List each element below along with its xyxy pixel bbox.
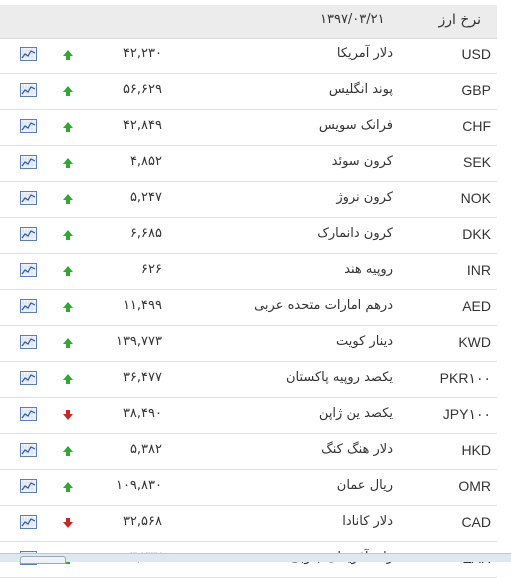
up-arrow-icon	[61, 48, 75, 62]
currency-code: JPY۱۰۰	[442, 406, 491, 422]
rate-value: ۶۲۶	[141, 262, 162, 277]
rate-value: ۱۳۹,۷۷۳	[115, 334, 162, 349]
currency-code: NOK	[460, 190, 491, 206]
currency-name: کرون نروژ	[336, 190, 393, 205]
currency-name: یکصد روپیه پاکستان	[285, 370, 393, 385]
currency-code: USD	[461, 46, 491, 62]
table-header: ۱۳۹۷/۰۳/۲۱ نرخ ارز	[0, 5, 497, 39]
rate-value: ۱۰۹,۸۳۰	[115, 478, 162, 493]
chart-icon[interactable]	[20, 515, 37, 529]
currency-name: یکصد ین ژاپن	[318, 406, 393, 421]
table-row: ۶,۶۸۵ کرون دانمارک DKK	[0, 218, 497, 254]
rates-table: ۴۲,۲۳۰ دلار آمریکا USD ۵۶,۶۲۹ پوند انگلیس GBP…	[0, 38, 497, 578]
chart-icon[interactable]	[20, 479, 37, 493]
currency-code: DKK	[462, 226, 491, 242]
scrollbar-thumb[interactable]	[20, 556, 66, 564]
up-arrow-icon	[61, 264, 75, 278]
currency-code: GBP	[461, 82, 491, 98]
up-arrow-icon	[61, 192, 75, 206]
currency-name: کرون سوئد	[331, 154, 393, 169]
chart-icon[interactable]	[20, 335, 37, 349]
rate-value: ۵,۲۴۷	[129, 190, 162, 205]
currency-code: SEK	[462, 154, 491, 170]
currency-code: AED	[462, 298, 491, 314]
table-row: ۴,۸۵۲ کرون سوئد SEK	[0, 146, 497, 182]
currency-name: کرون دانمارک	[317, 226, 393, 241]
chart-icon[interactable]	[20, 155, 37, 169]
up-arrow-icon	[61, 156, 75, 170]
up-arrow-icon	[61, 300, 75, 314]
up-arrow-icon	[61, 480, 75, 494]
table-row: ۳۶,۴۷۷ یکصد روپیه پاکستان PKR۱۰۰	[0, 362, 497, 398]
chart-icon[interactable]	[20, 299, 37, 313]
currency-code: KWD	[458, 334, 491, 350]
currency-name: درهم امارات متحده عربی	[254, 298, 393, 313]
currency-rates-widget: ۱۳۹۷/۰۳/۲۱ نرخ ارز ۴۲,۲۳۰ دلار آمریکا USD ۵…	[0, 5, 511, 578]
currency-code: CHF	[462, 118, 491, 134]
table-row: ۴۲,۸۴۹ فرانک سویس CHF	[0, 110, 497, 146]
currency-name: دلار آمریکا	[336, 46, 393, 61]
rate-value: ۵۶,۶۲۹	[122, 82, 162, 97]
rate-value: ۳۸,۴۹۰	[122, 406, 162, 421]
currency-name: ریال عمان	[336, 478, 393, 493]
chart-icon[interactable]	[20, 263, 37, 277]
rate-value: ۴,۸۵۲	[129, 154, 162, 169]
currency-code: HKD	[461, 442, 491, 458]
table-row: ۱۳۹,۷۷۳ دینار کویت KWD	[0, 326, 497, 362]
table-row: ۵۶,۶۲۹ پوند انگلیس GBP	[0, 74, 497, 110]
currency-name: دلار هنگ کنگ	[321, 442, 393, 457]
rate-value: ۵,۳۸۲	[129, 442, 162, 457]
currency-code: OMR	[458, 478, 491, 494]
rate-value: ۳۶,۴۷۷	[122, 370, 162, 385]
currency-code: INR	[466, 262, 491, 278]
rate-value: ۴۲,۲۳۰	[122, 46, 162, 61]
currency-code: CAD	[461, 514, 491, 530]
chart-icon[interactable]	[20, 83, 37, 97]
chart-icon[interactable]	[20, 443, 37, 457]
chart-icon[interactable]	[20, 47, 37, 61]
table-row: ۴۲,۲۳۰ دلار آمریکا USD	[0, 38, 497, 74]
up-arrow-icon	[61, 336, 75, 350]
currency-name: دلار کانادا	[342, 514, 393, 529]
rate-value: ۳۲,۵۶۸	[122, 514, 162, 529]
up-arrow-icon	[61, 120, 75, 134]
currency-name: روپیه هند	[344, 262, 393, 277]
up-arrow-icon	[61, 372, 75, 386]
table-row: ۳۲,۵۶۸ دلار کانادا CAD	[0, 506, 497, 542]
table-row: ۱۱,۴۹۹ درهم امارات متحده عربی AED	[0, 290, 497, 326]
up-arrow-icon	[61, 228, 75, 242]
chart-icon[interactable]	[20, 371, 37, 385]
currency-name: فرانک سویس	[318, 118, 393, 133]
rate-value: ۱۱,۴۹۹	[122, 298, 162, 313]
up-arrow-icon	[61, 444, 75, 458]
table-row: ۶۲۶ روپیه هند INR	[0, 254, 497, 290]
rate-value: ۶,۶۸۵	[129, 226, 162, 241]
currency-code: PKR۱۰۰	[439, 370, 491, 386]
header-date: ۱۳۹۷/۰۳/۲۱	[320, 12, 385, 27]
up-arrow-icon	[61, 84, 75, 98]
chart-icon[interactable]	[20, 119, 37, 133]
chart-icon[interactable]	[20, 191, 37, 205]
rate-value: ۴۲,۸۴۹	[122, 118, 162, 133]
table-row: ۵,۲۴۷ کرون نروژ NOK	[0, 182, 497, 218]
chart-icon[interactable]	[20, 227, 37, 241]
currency-name: پوند انگلیس	[328, 82, 393, 97]
table-row: ۱۰۹,۸۳۰ ریال عمان OMR	[0, 470, 497, 506]
header-title: نرخ ارز	[438, 12, 481, 28]
down-arrow-icon	[61, 516, 75, 530]
down-arrow-icon	[61, 408, 75, 422]
chart-icon[interactable]	[20, 407, 37, 421]
currency-name: دینار کویت	[336, 334, 393, 349]
table-row: ۵,۳۸۲ دلار هنگ کنگ HKD	[0, 434, 497, 470]
table-row: ۳۸,۴۹۰ یکصد ین ژاپن JPY۱۰۰	[0, 398, 497, 434]
